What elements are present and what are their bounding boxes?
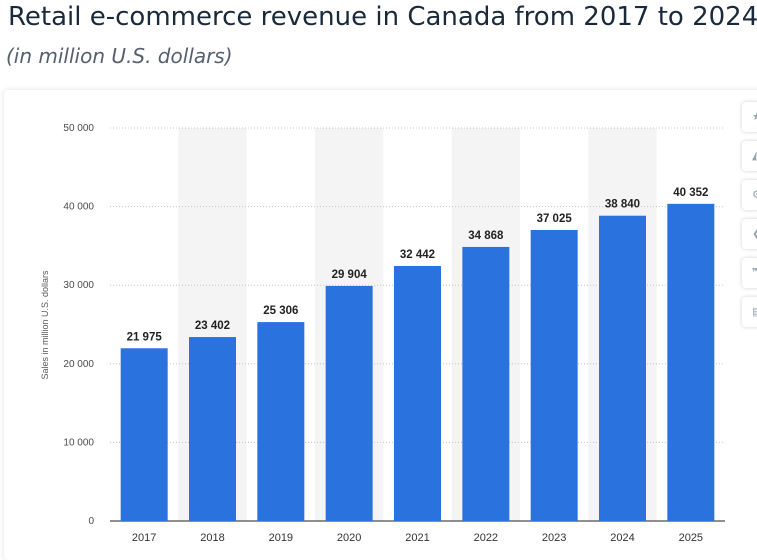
y-axis-label: Sales in million U.S. dollars [40,270,50,380]
bar [120,348,168,521]
data-label: 23 402 [195,320,230,332]
x-tick-label: 2024 [610,532,634,544]
chart-title: Retail e-commerce revenue in Canada from… [8,2,757,32]
bar [599,215,646,522]
bar [325,285,373,521]
y-axis-ticks: 0 10 000 20 000 30 000 40 000 50 000 [63,123,94,527]
y-tick-label: 10 000 [63,437,94,448]
bar [394,266,441,521]
data-labels: 21 975 23 402 25 306 29 904 32 442 34 868 37 0… [127,187,709,343]
x-axis-ticks: 2017 2018 2019 2020 2021 2022 2023 2024 2025 [132,532,703,544]
x-tick-label: 2025 [679,532,703,544]
data-label: 40 352 [673,187,708,199]
settings-icon[interactable]: ⚙ [742,180,757,210]
y-tick-label: 20 000 [63,359,94,370]
data-label: 38 840 [605,199,640,211]
data-label: 34 868 [468,230,504,242]
bell-icon[interactable]: ◭ [742,141,757,171]
y-tick-label: 0 [88,516,94,527]
bar [667,203,715,521]
share-icon[interactable]: ❮ [742,219,757,249]
data-label: 29 904 [332,269,368,281]
data-label: 37 025 [537,213,573,225]
star-icon[interactable]: ★ [742,102,757,132]
x-tick-label: 2022 [474,532,498,544]
x-tick-label: 2021 [405,532,429,544]
data-label: 32 442 [400,249,435,261]
chart-subtitle: (in million U.S. dollars) [6,44,233,68]
x-tick-label: 2020 [337,532,361,544]
x-tick-label: 2018 [200,532,224,544]
data-label: 21 975 [127,331,163,343]
bar [530,229,578,521]
print-icon[interactable]: ▤ [742,297,757,327]
bars [120,203,715,522]
bar [462,246,510,522]
bar [257,322,305,521]
y-tick-label: 40 000 [63,202,94,213]
quote-icon[interactable]: ❞ [742,258,757,288]
bar [189,337,236,521]
x-tick-label: 2023 [542,532,566,544]
chart-toolbar: ★ ◭ ⚙ ❮ ❞ ▤ [742,102,757,336]
x-tick-label: 2019 [269,532,293,544]
y-tick-label: 50 000 [63,123,94,134]
y-tick-label: 30 000 [63,280,94,291]
data-label: 25 306 [263,305,298,317]
x-tick-label: 2017 [132,532,156,544]
